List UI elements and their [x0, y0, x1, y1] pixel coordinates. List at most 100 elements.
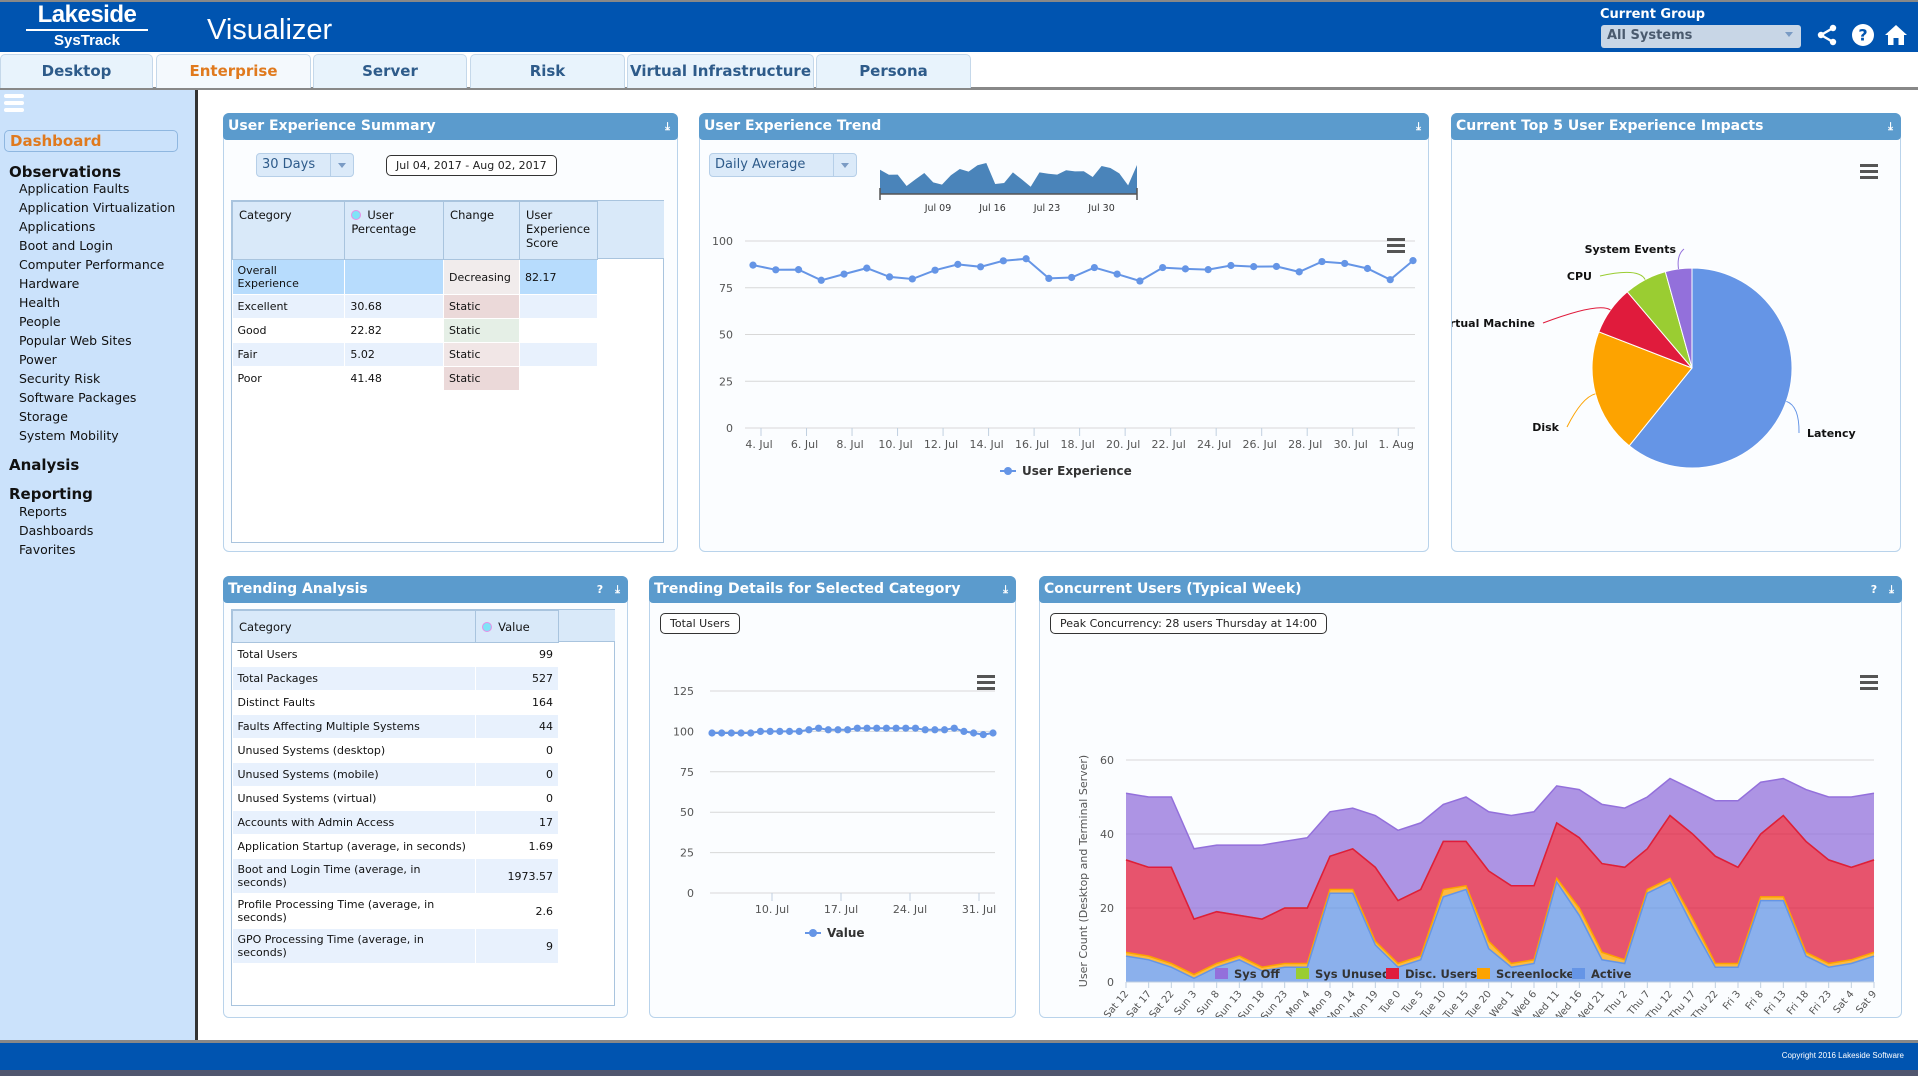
sidebar-item-reports[interactable]: Reports [19, 504, 67, 519]
y-tick-label: 100 [712, 235, 733, 248]
tab-server[interactable]: Server [313, 54, 467, 88]
home-icon[interactable] [1884, 23, 1908, 47]
sidebar-item-power[interactable]: Power [19, 352, 57, 367]
trending-details-chart[interactable]: 0 25 50 75 100 125 10. Jul 17. Jul 24. Jul 31. Ju… [650, 637, 1017, 1017]
col-category[interactable]: Category [231, 610, 477, 643]
table-row[interactable]: Unused Systems (desktop) 0 [232, 738, 559, 763]
col-score[interactable]: User Experience Score [518, 201, 599, 260]
cell-change: Static [443, 294, 520, 319]
table-row[interactable]: Faults Affecting Multiple Systems 44 [232, 714, 559, 739]
legend-label: User Experience [1022, 464, 1132, 478]
series-dot-icon [351, 210, 362, 220]
chart-menu-icon[interactable] [1387, 238, 1405, 256]
tab-risk[interactable]: Risk [470, 54, 625, 88]
download-icon[interactable]: ⤓ [1889, 583, 1894, 596]
sidebar-item-favorites[interactable]: Favorites [19, 542, 76, 557]
col-category[interactable]: Category [231, 201, 346, 260]
sidebar-item-boot-and-login[interactable]: Boot and Login [19, 238, 113, 253]
col-value[interactable]: Value [475, 610, 559, 643]
data-point [1113, 270, 1121, 278]
aggregation-select[interactable]: Daily Average [709, 153, 857, 177]
download-icon[interactable]: ⤓ [1416, 120, 1421, 133]
sidebar-item-people[interactable]: People [19, 314, 61, 329]
tab-enterprise[interactable]: Enterprise [156, 54, 311, 88]
table-row[interactable]: Excellent 30.68 Static [232, 294, 599, 319]
pie-label: Disk [1532, 421, 1559, 434]
cell-value: 99 [475, 642, 559, 667]
tab-persona[interactable]: Persona [816, 54, 971, 88]
sidebar-item-system-mobility[interactable]: System Mobility [19, 428, 119, 443]
cell-value: 164 [475, 690, 559, 715]
chart-menu-icon[interactable] [977, 675, 995, 693]
sidebar-dashboard[interactable]: Dashboard [4, 130, 178, 152]
y-tick-label: 40 [1100, 828, 1114, 841]
sidebar-item-health[interactable]: Health [19, 295, 61, 310]
data-point [954, 260, 962, 268]
col-user-percentage[interactable]: User Percentage [344, 201, 445, 260]
concurrent-users-chart[interactable]: 0 20 40 60 User Count (Desktop and Terminal … [1040, 637, 1903, 1017]
table-row[interactable]: GPO Processing Time (average, in seconds… [232, 928, 559, 964]
download-icon[interactable]: ⤓ [1888, 120, 1893, 133]
impacts-pie-chart[interactable]: Latency Disk Virtual Machine CPU System Even… [1452, 144, 1902, 549]
sidebar-section-analysis[interactable]: Analysis [9, 456, 80, 474]
cell-category: Profile Processing Time (average, in sec… [232, 893, 477, 929]
sidebar-item-computer-performance[interactable]: Computer Performance [19, 257, 165, 272]
sidebar-item-dashboards[interactable]: Dashboards [19, 523, 94, 538]
range-select[interactable]: 30 Days [256, 153, 354, 177]
col-change[interactable]: Change [443, 201, 520, 260]
data-point [718, 729, 726, 737]
table-row[interactable]: Unused Systems (mobile) 0 [232, 762, 559, 787]
cell-value: 2.6 [475, 893, 559, 929]
lakeside-logo[interactable]: Lakeside SysTrack [22, 2, 152, 49]
ux-trend-chart[interactable]: Jul 09 Jul 16 Jul 23 Jul 30 0 25 50 75 100 4. Jul… [700, 144, 1430, 549]
table-row[interactable]: Overall Experience Decreasing 82.17 [232, 259, 599, 295]
table-row[interactable]: Accounts with Admin Access 17 [232, 810, 559, 835]
sidebar-item-hardware[interactable]: Hardware [19, 276, 80, 291]
menu-icon[interactable] [4, 94, 24, 115]
sidebar-section-observations[interactable]: Observations [9, 163, 122, 181]
sidebar-item-application-faults[interactable]: Application Faults [19, 181, 130, 196]
cell-value: 1973.57 [475, 858, 559, 894]
legend-swatch [1215, 968, 1228, 979]
sidebar-item-popular-web-sites[interactable]: Popular Web Sites [19, 333, 132, 348]
navigator-label: Jul 30 [1087, 203, 1115, 214]
table-row[interactable]: Poor 41.48 Static [232, 366, 599, 391]
help-icon[interactable]: ? [1870, 583, 1878, 596]
download-icon[interactable]: ⤓ [665, 120, 670, 133]
table-row[interactable]: Boot and Login Time (average, in seconds… [232, 858, 559, 894]
table-row[interactable]: Total Users 99 [232, 642, 559, 667]
x-tick-label: Fri 18 [1785, 989, 1811, 1017]
tab-virtual-infrastructure[interactable]: Virtual Infrastructure [627, 54, 814, 88]
download-icon[interactable]: ⤓ [1003, 583, 1008, 596]
sidebar-section-reporting[interactable]: Reporting [9, 485, 93, 503]
current-group-select[interactable]: All Systems [1601, 25, 1801, 48]
sidebar-item-security-risk[interactable]: Security Risk [19, 371, 101, 386]
sidebar-item-software-packages[interactable]: Software Packages [19, 390, 137, 405]
table-row[interactable]: Total Packages 527 [232, 666, 559, 691]
data-point [989, 729, 997, 737]
series-line-user-experience [752, 257, 1414, 283]
col-value-label: Value [498, 619, 530, 634]
help-icon[interactable]: ? [596, 583, 604, 596]
cell-category: Overall Experience [232, 259, 346, 295]
panel-title: Concurrent Users (Typical Week) [1044, 581, 1302, 597]
sidebar-item-storage[interactable]: Storage [19, 409, 68, 424]
table-row[interactable]: Profile Processing Time (average, in sec… [232, 893, 559, 929]
table-row[interactable]: Good 22.82 Static [232, 318, 599, 343]
chart-menu-icon[interactable] [1860, 164, 1878, 182]
table-row[interactable]: Fair 5.02 Static [232, 342, 599, 367]
y-tick-label: 125 [673, 685, 694, 698]
share-icon[interactable] [1815, 23, 1839, 47]
table-row[interactable]: Unused Systems (virtual) 0 [232, 786, 559, 811]
sidebar-item-application-virtualization[interactable]: Application Virtualization [19, 200, 176, 215]
range-select-value: 30 Days [262, 157, 316, 172]
chart-menu-icon[interactable] [1860, 675, 1878, 693]
help-icon[interactable]: ? [1851, 23, 1875, 47]
download-icon[interactable]: ⤓ [615, 583, 620, 596]
sidebar-item-applications[interactable]: Applications [19, 219, 96, 234]
x-tick-label: 24. Jul [1197, 438, 1231, 451]
tab-desktop[interactable]: Desktop [0, 54, 153, 88]
table-row[interactable]: Distinct Faults 164 [232, 690, 559, 715]
table-row[interactable]: Application Startup (average, in seconds… [232, 834, 559, 859]
y-tick-label: 100 [673, 725, 694, 738]
